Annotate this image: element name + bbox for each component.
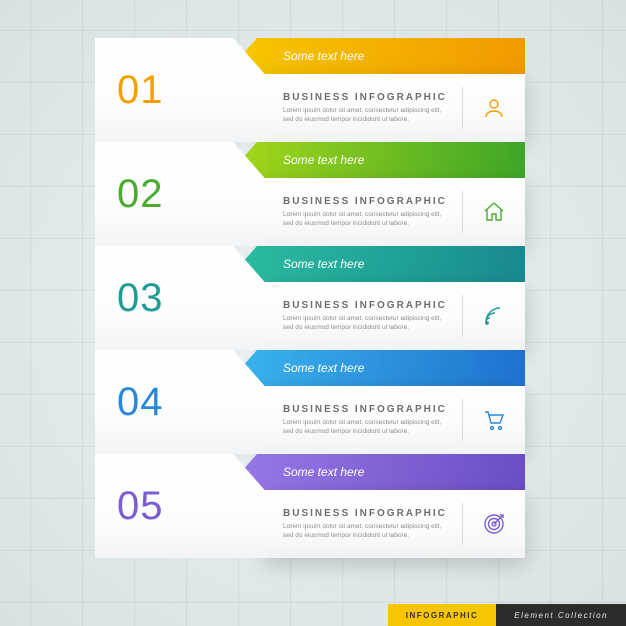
ribbon-02: Some text here xyxy=(225,142,525,178)
panel-left-04: 04 xyxy=(95,350,265,454)
ribbon-04: Some text here xyxy=(225,350,525,386)
step-heading: BUSINESS INFOGRAPHIC xyxy=(283,404,448,415)
ribbon-label: Some text here xyxy=(283,465,364,479)
step-heading: BUSINESS INFOGRAPHIC xyxy=(283,300,448,311)
step-03: Some text here BUSINESS INFOGRAPHIC Lore… xyxy=(95,246,525,350)
step-02: Some text here BUSINESS INFOGRAPHIC Lore… xyxy=(95,142,525,246)
ribbon-03: Some text here xyxy=(225,246,525,282)
step-body: Lorem ipsum dolor sit amet, consectetur … xyxy=(283,107,448,125)
ribbon-label: Some text here xyxy=(283,153,364,167)
step-number: 05 xyxy=(117,486,265,526)
step-heading: BUSINESS INFOGRAPHIC xyxy=(283,508,448,519)
step-body: Lorem ipsum dolor sit amet, consectetur … xyxy=(283,523,448,541)
badge-collection: Element Collection xyxy=(496,604,626,626)
step-body: Lorem ipsum dolor sit amet, consectetur … xyxy=(283,419,448,437)
home-icon xyxy=(463,200,525,224)
step-01: Some text here BUSINESS INFOGRAPHIC Lore… xyxy=(95,38,525,142)
user-icon xyxy=(463,96,525,120)
panel-right-03: BUSINESS INFOGRAPHIC Lorem ipsum dolor s… xyxy=(265,282,525,350)
panel-left-03: 03 xyxy=(95,246,265,350)
ribbon-label: Some text here xyxy=(283,361,364,375)
panel-left-05: 05 xyxy=(95,454,265,558)
target-icon xyxy=(463,512,525,536)
panel-right-01: BUSINESS INFOGRAPHIC Lorem ipsum dolor s… xyxy=(265,74,525,142)
step-body: Lorem ipsum dolor sit amet, consectetur … xyxy=(283,211,448,229)
panel-right-02: BUSINESS INFOGRAPHIC Lorem ipsum dolor s… xyxy=(265,178,525,246)
panel-right-05: BUSINESS INFOGRAPHIC Lorem ipsum dolor s… xyxy=(265,490,525,558)
ribbon-label: Some text here xyxy=(283,49,364,63)
step-04: Some text here BUSINESS INFOGRAPHIC Lore… xyxy=(95,350,525,454)
step-heading: BUSINESS INFOGRAPHIC xyxy=(283,92,448,103)
step-body: Lorem ipsum dolor sit amet, consectetur … xyxy=(283,315,448,333)
panel-right-04: BUSINESS INFOGRAPHIC Lorem ipsum dolor s… xyxy=(265,386,525,454)
ribbon-01: Some text here xyxy=(225,38,525,74)
badge-infographic: INFOGRAPHIC xyxy=(388,604,497,626)
ribbon-label: Some text here xyxy=(283,257,364,271)
step-05: Some text here BUSINESS INFOGRAPHIC Lore… xyxy=(95,454,525,558)
step-number: 03 xyxy=(117,278,265,318)
step-number: 02 xyxy=(117,174,265,214)
step-number: 01 xyxy=(117,70,265,110)
step-heading: BUSINESS INFOGRAPHIC xyxy=(283,196,448,207)
panel-left-01: 01 xyxy=(95,38,265,142)
step-number: 04 xyxy=(117,382,265,422)
infographic-stage: Some text here BUSINESS INFOGRAPHIC Lore… xyxy=(95,38,525,558)
footer-badges: INFOGRAPHIC Element Collection xyxy=(388,604,626,626)
ribbon-05: Some text here xyxy=(225,454,525,490)
wifi-icon xyxy=(463,304,525,328)
panel-left-02: 02 xyxy=(95,142,265,246)
cart-icon xyxy=(463,408,525,432)
